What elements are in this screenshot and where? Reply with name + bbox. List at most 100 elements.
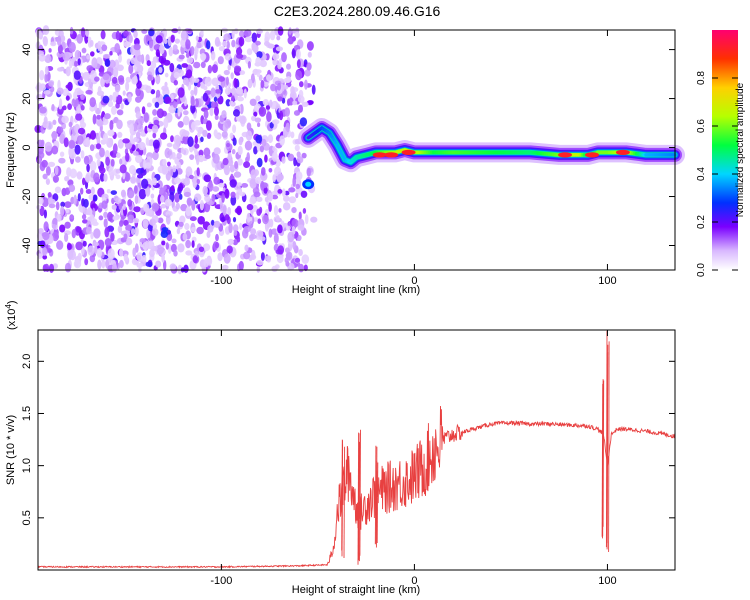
- heatmap-cell: [141, 106, 146, 115]
- heatmap-cell: [44, 263, 50, 271]
- heatmap-cell: [83, 198, 89, 208]
- heatmap-cell: [223, 33, 231, 41]
- heatmap-cell: [185, 52, 190, 58]
- heatmap-cell: [251, 249, 256, 259]
- heatmap-cell: [279, 135, 285, 146]
- heatmap-cell: [134, 194, 139, 205]
- heatmap-cell: [196, 42, 202, 49]
- heatmap-cell: [215, 241, 220, 249]
- heatmap-ridge: [298, 118, 685, 190]
- heatmap-cell: [141, 254, 147, 263]
- heatmap-cell: [124, 172, 131, 182]
- heatmap-cell: [181, 63, 188, 68]
- heatmap-cell: [234, 65, 242, 73]
- heatmap-cell: [296, 156, 304, 164]
- heatmap-cell: [193, 61, 201, 69]
- heatmap-cell: [112, 240, 117, 245]
- heatmap-cell: [163, 38, 168, 45]
- heatmap-cell: [256, 230, 264, 239]
- heatmap-cell: [255, 95, 261, 102]
- heatmap-frame: [37, 29, 676, 271]
- heatmap-cell: [64, 201, 72, 209]
- heatmap-cell: [145, 261, 153, 267]
- heatmap-y-tick-label: 0: [21, 144, 33, 150]
- heatmap-cell: [135, 154, 143, 164]
- heatmap-cell: [104, 238, 112, 247]
- heatmap-cell: [80, 105, 85, 111]
- heatmap-cell: [288, 196, 297, 204]
- heatmap-cell: [232, 137, 237, 146]
- heatmap-cell: [147, 74, 153, 81]
- heatmap-cell: [166, 142, 173, 148]
- heatmap-cell: [85, 136, 91, 148]
- heatmap-cell: [130, 176, 136, 183]
- heatmap-cell: [51, 145, 59, 155]
- heatmap-cell: [110, 190, 118, 196]
- snr-y-tick-label: 1.5: [21, 406, 33, 421]
- heatmap-cell: [269, 218, 274, 228]
- heatmap-cell: [155, 89, 161, 98]
- heatmap-cell: [200, 61, 206, 69]
- heatmap-cell: [91, 57, 98, 68]
- heatmap-cell: [221, 131, 228, 138]
- heatmap-cell: [111, 105, 117, 115]
- heatmap-cell: [104, 113, 111, 120]
- heatmap-cell: [231, 39, 236, 48]
- heatmap-cell: [150, 60, 157, 69]
- heatmap-cell: [43, 116, 48, 125]
- heatmap-cell: [290, 86, 295, 95]
- heatmap-cell: [239, 115, 247, 125]
- heatmap-cell: [249, 178, 257, 189]
- heatmap-cell: [43, 221, 49, 232]
- heatmap-cell: [92, 114, 97, 125]
- heatmap-cell: [298, 104, 303, 113]
- heatmap-cell: [43, 209, 48, 219]
- snr-spike: [375, 446, 378, 548]
- snr-spike: [602, 380, 605, 527]
- heatmap-cell: [67, 249, 74, 260]
- snr-y-tick-label: 1.0: [21, 458, 33, 473]
- snr-y-tick-label: 0.5: [21, 510, 33, 525]
- heatmap-cell: [54, 186, 62, 194]
- heatmap-cell: [42, 247, 48, 256]
- heatmap-cell: [227, 206, 232, 216]
- snr-spike: [374, 445, 377, 545]
- heatmap-cell: [173, 134, 181, 145]
- heatmap-cell: [232, 224, 239, 233]
- heatmap-cell: [39, 83, 47, 91]
- heatmap-noise-region: [34, 25, 318, 275]
- heatmap-cell: [68, 42, 76, 53]
- heatmap-cell: [130, 228, 136, 236]
- heatmap-cell: [209, 107, 214, 117]
- heatmap-cell: [177, 106, 181, 117]
- heatmap-cell: [267, 134, 274, 144]
- heatmap-cell: [132, 247, 136, 258]
- heatmap-cell: [307, 100, 314, 105]
- heatmap-cell: [287, 36, 294, 45]
- heatmap-cell: [211, 219, 215, 226]
- heatmap-cell: [195, 126, 199, 131]
- heatmap-cell: [214, 106, 219, 116]
- heatmap-cell: [213, 220, 221, 228]
- heatmap-cell: [152, 132, 157, 139]
- heatmap-cell: [221, 110, 227, 119]
- heatmap-cell: [202, 243, 211, 252]
- heatmap-cell: [172, 101, 178, 109]
- heatmap-cell: [174, 177, 182, 184]
- heatmap-cell: [261, 167, 266, 176]
- heatmap-cell: [206, 120, 212, 131]
- heatmap-cell: [254, 117, 262, 123]
- heatmap-cell: [74, 60, 78, 67]
- heatmap-cell: [128, 34, 133, 44]
- heatmap-cell: [59, 224, 66, 233]
- heatmap-cell: [160, 203, 166, 209]
- heatmap-cell: [275, 215, 280, 222]
- heatmap-cell: [96, 114, 102, 120]
- heatmap-cell: [244, 36, 253, 43]
- heatmap-cell: [193, 85, 198, 96]
- heatmap-cell: [156, 108, 165, 119]
- heatmap-cell: [224, 119, 232, 129]
- heatmap-cell: [110, 159, 115, 167]
- heatmap-cell: [268, 228, 273, 238]
- heatmap-cell: [73, 259, 82, 269]
